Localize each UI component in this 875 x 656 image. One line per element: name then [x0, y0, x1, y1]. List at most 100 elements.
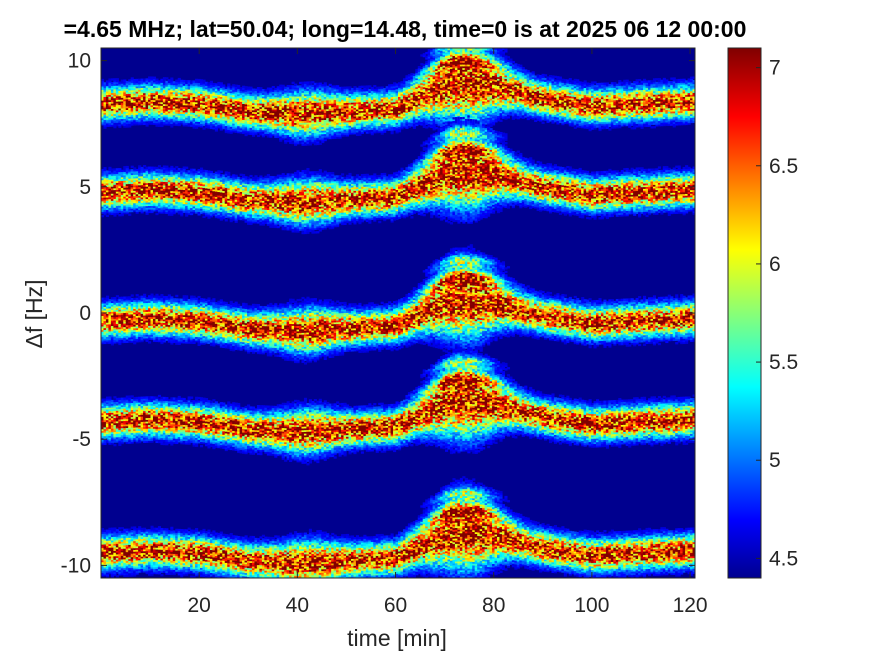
heatmap-cell — [135, 190, 139, 193]
heatmap-cell — [133, 116, 137, 119]
heatmap-cell — [103, 566, 107, 570]
heatmap-cell — [138, 167, 142, 170]
heatmap-cell — [118, 332, 122, 335]
heatmap-cell — [118, 404, 122, 408]
heatmap-cell — [128, 303, 132, 306]
heatmap-cell — [113, 335, 117, 339]
heatmap-cell — [115, 83, 119, 86]
heatmap-cell — [140, 101, 144, 104]
heatmap-cell — [115, 122, 119, 125]
heatmap-cell — [130, 554, 134, 558]
heatmap-cell — [108, 170, 112, 173]
heatmap-cell — [138, 547, 142, 550]
heatmap-cell — [128, 174, 132, 177]
heatmap-cell — [130, 565, 134, 568]
heatmap-cell — [133, 341, 137, 345]
heatmap-cell — [113, 435, 117, 438]
heatmap-cell — [110, 115, 114, 118]
heatmap-cell — [138, 566, 142, 570]
heatmap-cell — [125, 116, 129, 119]
heatmap-cell — [118, 333, 122, 337]
heatmap-cell — [108, 564, 112, 568]
heatmap-cell — [103, 121, 107, 124]
heatmap-cell — [113, 193, 117, 196]
heatmap-cell — [138, 117, 142, 120]
heatmap-cell — [115, 309, 119, 312]
heatmap-cell — [105, 552, 110, 555]
heatmap-cell — [115, 436, 119, 440]
heatmap-cell — [110, 529, 114, 532]
heatmap-cell — [101, 574, 105, 577]
heatmap-cell — [138, 186, 142, 189]
heatmap-cell — [118, 309, 122, 312]
heatmap-cell — [101, 308, 105, 311]
heatmap-cell — [101, 91, 105, 94]
heatmap-cell — [133, 308, 137, 311]
heatmap-cell — [113, 210, 117, 214]
heatmap-cell — [113, 527, 117, 530]
heatmap-cell — [135, 301, 139, 304]
heatmap-cell — [108, 403, 112, 406]
heatmap-cell — [120, 560, 124, 564]
heatmap-cell — [108, 198, 112, 201]
heatmap-cell — [135, 114, 139, 117]
heatmap-cell — [123, 406, 127, 409]
heatmap-cell — [128, 572, 132, 575]
heatmap-cell — [110, 562, 114, 566]
heatmap-cell — [125, 183, 129, 186]
heatmap-cell — [123, 174, 127, 178]
heatmap-cell — [108, 184, 112, 187]
heatmap-cell — [138, 302, 142, 306]
heatmap-cell — [123, 120, 127, 123]
heatmap-cell — [120, 425, 124, 429]
heatmap-cell — [128, 423, 132, 427]
heatmap-cell — [138, 559, 142, 563]
heatmap-cell — [128, 319, 132, 322]
heatmap-cell — [125, 555, 129, 558]
heatmap-cell — [101, 542, 105, 545]
heatmap-cell — [133, 434, 137, 437]
heatmap-cell — [110, 99, 114, 102]
heatmap-cell — [130, 110, 134, 114]
heatmap-cell — [105, 533, 110, 536]
heatmap-cell — [103, 543, 107, 547]
heatmap-cell — [118, 108, 122, 111]
heatmap-cell — [130, 183, 134, 186]
heatmap-cell — [120, 102, 124, 105]
heatmap-cell — [101, 103, 105, 106]
heatmap-cell — [108, 85, 112, 88]
heatmap-cell — [113, 198, 117, 201]
heatmap-cell — [105, 191, 110, 195]
heatmap-cell — [110, 297, 114, 300]
heatmap-cell — [138, 80, 142, 83]
heatmap-cell — [123, 408, 127, 411]
heatmap-cell — [108, 341, 112, 344]
heatmap-cell — [118, 120, 122, 123]
heatmap-cell — [125, 185, 129, 188]
heatmap-cell — [138, 329, 142, 332]
chart-title: =4.65 MHz; lat=50.04; long=14.48, time=0… — [64, 16, 747, 42]
heatmap-cell — [101, 170, 105, 174]
heatmap-cell — [101, 96, 105, 99]
heatmap-cell — [113, 426, 117, 429]
heatmap-cell — [115, 182, 119, 185]
heatmap-cell — [118, 567, 122, 571]
heatmap-cell — [130, 542, 134, 545]
heatmap-cell — [115, 307, 119, 310]
heatmap-cell — [133, 572, 137, 575]
heatmap-cell — [113, 311, 117, 314]
heatmap-cell — [103, 170, 107, 173]
heatmap-cell — [133, 204, 137, 207]
heatmap-cell — [123, 93, 127, 96]
heatmap-cell — [138, 526, 142, 529]
heatmap-cell — [108, 166, 112, 170]
heatmap-cell — [108, 422, 112, 426]
heatmap-cell — [101, 82, 105, 85]
heatmap-cell — [133, 304, 137, 308]
heatmap-cell — [115, 532, 119, 535]
heatmap-cells — [101, 48, 695, 578]
heatmap-cell — [140, 168, 144, 172]
heatmap-cell — [105, 423, 110, 426]
heatmap-cell — [103, 339, 107, 343]
heatmap-cell — [138, 177, 142, 181]
